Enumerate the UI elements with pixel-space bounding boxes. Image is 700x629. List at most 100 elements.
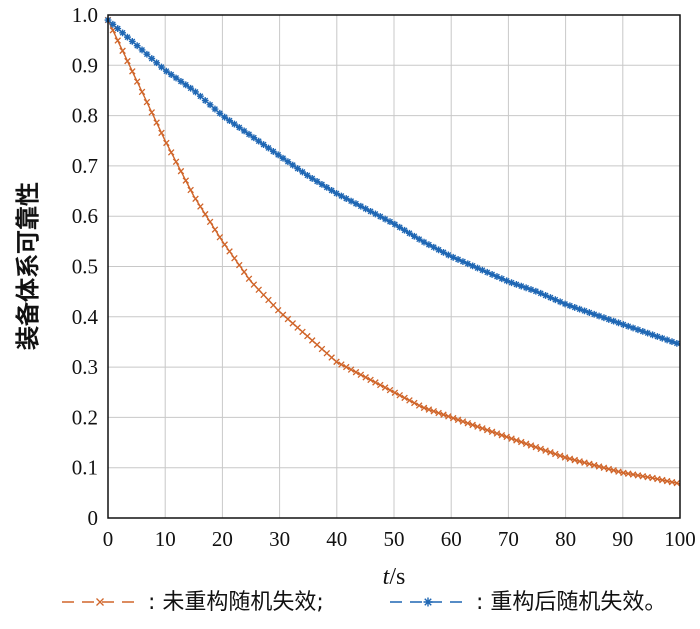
x-marker [167,149,175,156]
x-marker [600,464,608,472]
star-marker [158,63,165,71]
x-marker [260,291,267,299]
star-marker [415,235,423,243]
x-marker [367,376,374,384]
x-marker [581,459,588,466]
x-marker [547,449,554,456]
x-marker [255,286,262,293]
star-marker [162,67,170,75]
y-tick-label: 0.4 [72,305,99,329]
legend-entry-1: : 未重构随机失效; [62,590,324,615]
x-marker [644,473,651,481]
star-marker [206,101,214,109]
star-marker [493,273,501,280]
star-marker [303,171,311,179]
star-marker [440,248,447,256]
star-marker [381,215,389,223]
star-marker [265,144,272,152]
x-marker [158,129,165,137]
star-marker [566,302,574,310]
star-marker [143,50,151,58]
x-marker [274,307,282,314]
star-marker [119,29,126,37]
x-tick-label: 40 [326,527,347,551]
x-marker [333,358,340,366]
star-marker [153,59,161,67]
x-tick-label: 50 [384,527,405,551]
star-marker [274,151,282,159]
x-marker [659,476,666,484]
star-marker [590,310,598,318]
star-marker [624,322,632,330]
x-marker [566,455,574,463]
star-marker [124,33,131,41]
star-marker [192,88,199,96]
x-marker [96,598,104,606]
x-marker [493,430,501,437]
star-marker [478,266,486,274]
star-marker [423,597,433,607]
x-marker [415,402,423,409]
x-marker [634,472,642,479]
star-marker [406,229,413,237]
x-marker [362,374,369,381]
legend-label: : 重构后随机失效。 [476,590,666,615]
x-tick-label: 0 [103,527,114,551]
star-marker [469,262,477,270]
star-marker [537,289,545,297]
y-tick-label: 0 [88,506,99,530]
x-marker [474,423,481,430]
star-marker [226,117,233,125]
x-marker [595,463,603,470]
star-marker [639,327,647,335]
star-marker [464,260,472,268]
y-tick-label: 0.9 [72,53,98,77]
star-marker [498,275,506,283]
star-marker [337,192,345,200]
x-marker [236,261,243,269]
star-marker [517,282,525,290]
x-tick-label: 100 [664,527,696,551]
star-marker [619,321,627,328]
y-tick-label: 0.6 [72,204,98,228]
star-marker [420,238,428,246]
star-marker [245,130,253,138]
y-tick-label: 0.1 [72,456,98,480]
star-marker [600,314,608,322]
star-marker [109,20,117,28]
x-marker [153,119,160,126]
x-tick-label: 20 [212,527,233,551]
x-marker [469,421,476,429]
x-marker [498,431,506,439]
x-marker [119,47,126,55]
x-marker [483,426,491,434]
x-marker [250,281,258,288]
x-marker [537,445,544,453]
star-marker [547,294,554,301]
y-tick-label: 0.2 [72,405,98,429]
star-marker [503,277,511,285]
x-marker [576,458,583,465]
x-marker [654,475,661,483]
star-marker [488,271,496,278]
x-marker [182,177,190,184]
star-marker [367,207,374,215]
x-marker [620,469,627,477]
star-marker [581,307,588,315]
star-marker [556,298,564,306]
x-marker [231,254,238,262]
star-marker [658,334,666,342]
x-marker [435,409,442,417]
star-marker [401,226,408,234]
x-marker [133,78,141,85]
x-marker [615,468,622,475]
star-marker [342,195,350,202]
star-marker [634,326,642,334]
x-marker [454,416,462,424]
star-marker [425,241,433,249]
y-tick-label: 1.0 [72,3,98,27]
x-marker [586,460,593,468]
star-marker [318,181,326,188]
x-marker [440,411,447,418]
x-marker [240,268,248,276]
